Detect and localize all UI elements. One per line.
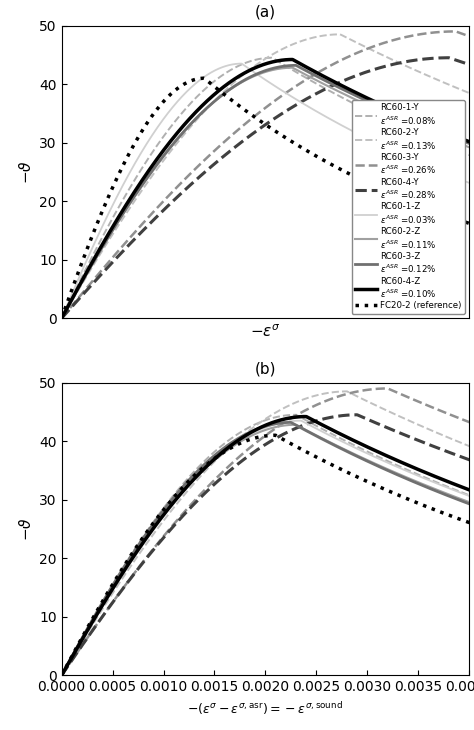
- X-axis label: $-\varepsilon^{\sigma}$: $-\varepsilon^{\sigma}$: [250, 324, 281, 340]
- X-axis label: $-(\varepsilon^{\sigma} - \varepsilon^{\sigma,\mathrm{asr}})= -\varepsilon^{\sig: $-(\varepsilon^{\sigma} - \varepsilon^{\…: [188, 699, 343, 717]
- Y-axis label: $-\vartheta$: $-\vartheta$: [18, 160, 34, 184]
- Text: (a): (a): [255, 4, 276, 20]
- Text: (b): (b): [255, 362, 276, 377]
- Y-axis label: $-\vartheta$: $-\vartheta$: [18, 517, 34, 541]
- Legend: RC60-1-Y
$\varepsilon^{ASR}$ =0.08%, RC60-2-Y
$\varepsilon^{ASR}$ =0.13%, RC60-3: RC60-1-Y $\varepsilon^{ASR}$ =0.08%, RC6…: [352, 100, 465, 314]
